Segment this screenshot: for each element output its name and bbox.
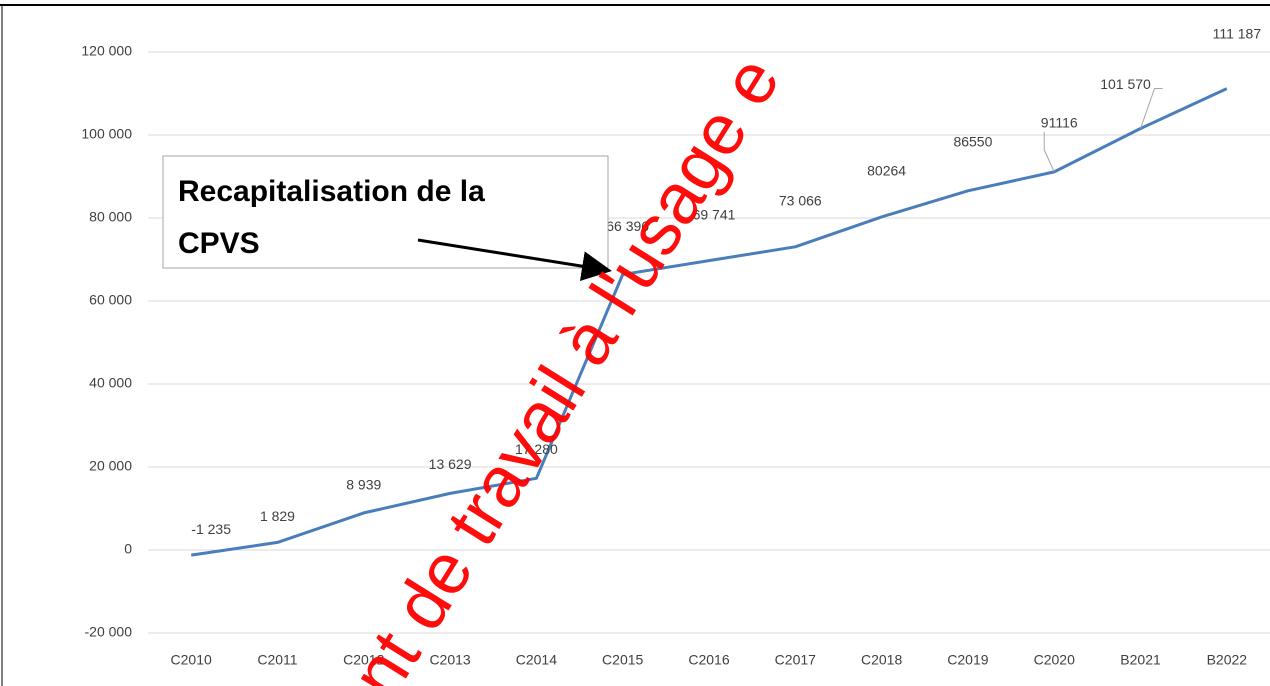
data-label: 111 187 (1213, 25, 1262, 41)
data-label: 69 741 (693, 206, 736, 222)
data-label: 13 629 (429, 456, 472, 472)
x-tick-label: C2010 (171, 652, 212, 668)
data-label: 91116 (1041, 115, 1078, 131)
x-tick-label: C2014 (516, 652, 557, 668)
x-tick-label: B2022 (1207, 652, 1248, 668)
x-tick-label: C2012 (343, 652, 384, 668)
watermark: nt de travail à l'usage e (336, 43, 795, 686)
x-tick-label: C2016 (688, 652, 729, 668)
y-tick-label: 0 (124, 541, 132, 557)
data-label: 17 280 (515, 441, 558, 457)
x-tick-label: C2013 (429, 652, 470, 668)
x-tick-label: C2019 (947, 652, 988, 668)
x-tick-label: C2020 (1034, 652, 1075, 668)
annotation-box (162, 155, 609, 269)
y-tick-label: 20 000 (89, 458, 132, 474)
data-label: 73 066 (779, 192, 822, 208)
data-label: 80264 (867, 163, 906, 179)
leader-line (1140, 87, 1163, 129)
x-tick-label: B2021 (1120, 652, 1161, 668)
data-label: 1 829 (260, 508, 295, 524)
x-tick-label: C2015 (602, 652, 643, 668)
leader-line (1043, 131, 1055, 173)
annotation-line: Recapitalisation de la (178, 175, 485, 208)
data-label: 101 570 (1100, 76, 1151, 92)
data-label: 66 396 (606, 218, 649, 234)
x-tick-label: C2011 (257, 652, 297, 668)
y-tick-label: -20 000 (85, 624, 133, 640)
annotation-arrow (417, 238, 612, 282)
data-label: 8 939 (346, 477, 381, 493)
y-tick-label: 100 000 (81, 126, 132, 142)
data-label: -1 235 (191, 521, 231, 537)
y-tick-label: 120 000 (81, 43, 132, 59)
data-label: 86550 (953, 134, 992, 150)
y-tick-label: 60 000 (89, 292, 132, 308)
line (190, 87, 1228, 557)
y-tick-label: 40 000 (89, 375, 132, 391)
x-tick-label: C2018 (861, 652, 902, 668)
x-tick-label: C2017 (775, 652, 816, 668)
y-tick-label: 80 000 (89, 209, 132, 225)
annotation-line: CPVS (178, 227, 260, 260)
